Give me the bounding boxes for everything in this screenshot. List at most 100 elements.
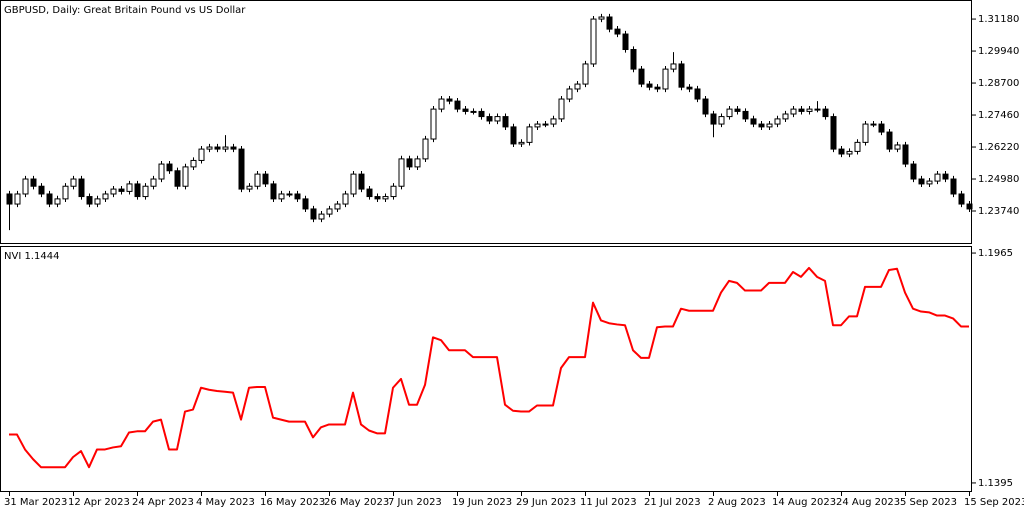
candle-body [710,113,717,125]
y-tick-label: 1.1395 [978,478,1013,489]
y-tick-label: 1.1965 [978,248,1013,259]
candle-body [62,185,69,200]
x-tick-label: 26 May 2023 [324,497,389,508]
candle-body [614,28,621,35]
candle-body [454,100,461,110]
candle-body [294,193,301,200]
candle-body [726,108,733,118]
candle-body [590,18,597,65]
candle-body [462,108,469,112]
candle-body [894,144,901,150]
x-tick-label: 2 Aug 2023 [708,497,766,508]
candle-body [518,141,525,145]
candle-body [182,166,189,187]
x-tick-label: 31 Mar 2023 [4,497,67,508]
y-tick-label: 1.26220 [978,142,1019,153]
x-tick-label: 12 Apr 2023 [68,497,130,508]
candle-body [358,173,365,190]
candle-body [286,193,293,196]
candle-body [14,193,21,205]
candle-body [78,178,85,198]
candle-body [574,83,581,90]
candle-body [526,126,533,143]
candle-body [438,98,445,110]
candle-body [910,163,917,180]
candle-body [158,163,165,180]
candle-body [222,146,229,150]
candle-body [214,146,221,150]
candle-body [766,123,773,128]
x-tick-label: 21 Jul 2023 [644,497,701,508]
candle-body [254,173,261,187]
candle-body [134,183,141,198]
candle-body [470,110,477,113]
candle-body [830,116,837,150]
candle-body [318,213,325,220]
candle-body [782,113,789,120]
candle-body [534,123,541,128]
y-tick-label: 1.31180 [978,14,1019,25]
candle-body [622,33,629,51]
candle-body [806,108,813,112]
candle-body [702,98,709,115]
candle-body [854,141,861,152]
candle-body [502,116,509,128]
x-tick-label: 24 Aug 2023 [836,497,900,508]
candle-body [422,138,429,160]
candle-body [302,198,309,210]
candle-body [718,116,725,125]
candle-body [942,173,949,180]
candle-body [110,188,117,195]
candle-body [862,123,869,143]
candle-body [166,163,173,172]
candle-body [774,118,781,125]
x-tick-label: 11 Jul 2023 [580,497,637,508]
candle-body [878,123,885,133]
candle-body [334,203,341,210]
candle-body [246,185,253,190]
candle-body [366,188,373,198]
candle-body [446,98,453,102]
candle-body [430,108,437,140]
candle-body [230,146,237,150]
y-tick-label: 1.28700 [978,78,1019,89]
candle-body [206,146,213,150]
candle-body [646,83,653,88]
candle-body [654,86,661,90]
candle-body [390,185,397,198]
x-tick-label: 19 Jun 2023 [452,497,512,508]
x-tick-label: 4 May 2023 [196,497,255,508]
candle-body [494,116,501,122]
y-tick-label: 1.29940 [978,46,1019,57]
y-tick-label: 1.24980 [978,174,1019,185]
indicator-panel [0,246,972,492]
price-panel [0,0,972,244]
candle-body [798,108,805,112]
candle-body [598,16,605,20]
candle-body [30,178,37,187]
x-tick-label: 14 Aug 2023 [772,497,836,508]
nvi-line [9,266,969,469]
candle-body [934,173,941,182]
candle-body [966,203,973,210]
candle-body [822,108,829,118]
candle-body [886,131,893,150]
candle-body [838,148,845,155]
candle-body [486,116,493,122]
candle-body [398,158,405,187]
candle-body [198,148,205,161]
candle-body [310,208,317,220]
y-tick-label: 1.27460 [978,110,1019,121]
candle-body [670,63,677,70]
candle-body [638,68,645,85]
candle-body [94,198,101,205]
candle-body [846,150,853,155]
candle-body [54,198,61,205]
candle-body [750,118,757,125]
candle-body [38,185,45,195]
candle-body [790,108,797,115]
candle-body [734,108,741,112]
candle-body [406,158,413,168]
candle-body [6,193,13,205]
